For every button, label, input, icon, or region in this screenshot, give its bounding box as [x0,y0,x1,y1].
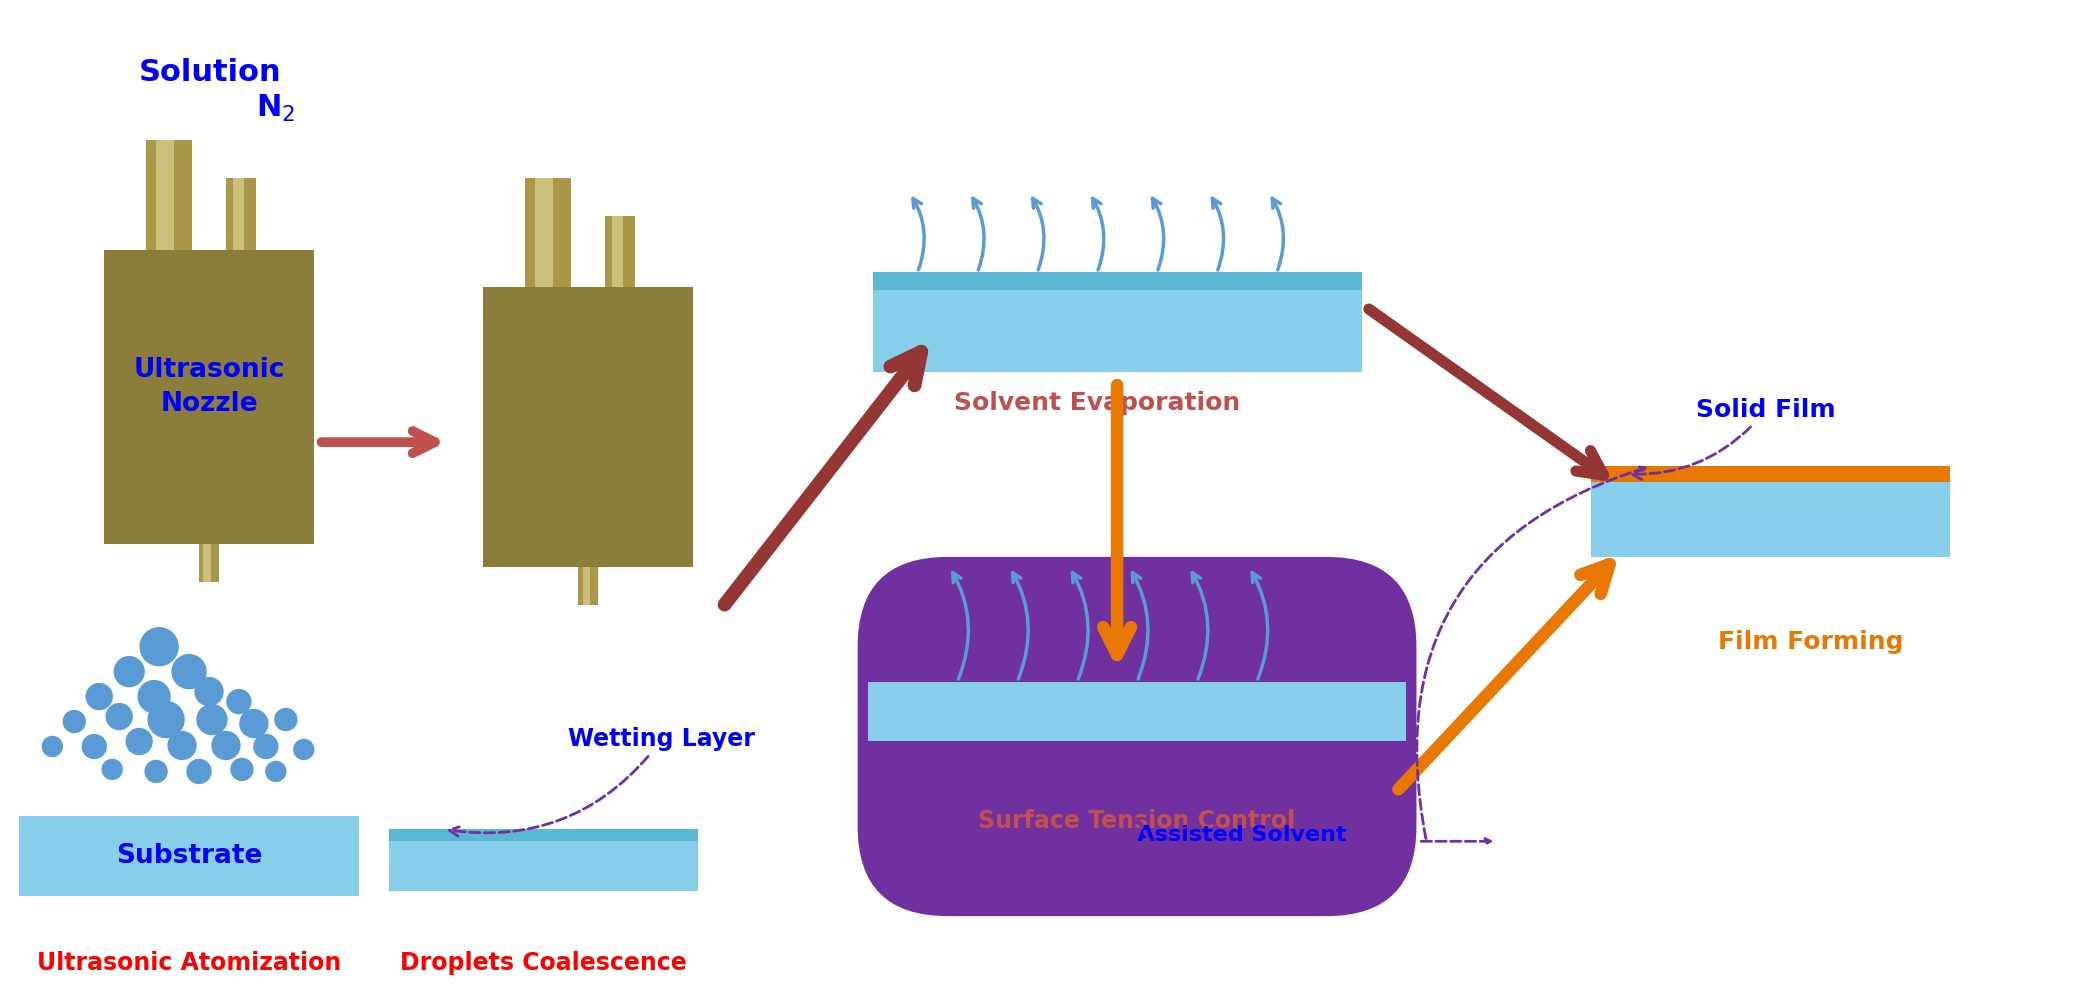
Text: Droplets Coalescence: Droplets Coalescence [399,951,687,975]
Circle shape [82,734,107,759]
Circle shape [63,710,86,732]
Circle shape [212,731,239,760]
Circle shape [42,736,63,757]
Circle shape [239,709,269,737]
Bar [388,830,697,842]
Bar [204,544,210,582]
Circle shape [195,677,223,705]
Text: Surface Tension Control: Surface Tension Control [979,810,1296,834]
Circle shape [149,701,185,737]
Circle shape [86,683,111,709]
Bar [227,178,256,250]
Circle shape [197,704,227,734]
Bar [233,178,244,250]
Bar [611,215,624,288]
Circle shape [107,703,132,729]
Bar [867,681,1407,741]
Bar [874,273,1361,291]
Bar [578,567,598,605]
Circle shape [113,656,145,686]
Circle shape [254,734,277,759]
Bar [155,140,174,250]
Bar [147,140,191,250]
Bar [483,288,693,567]
Bar [200,544,218,582]
Bar [582,567,590,605]
Circle shape [126,728,151,755]
Circle shape [227,689,250,713]
Text: Assisted Solvent: Assisted Solvent [1060,826,1346,846]
Bar [525,177,571,288]
Circle shape [275,708,296,730]
Bar [105,250,313,544]
Bar [874,273,1361,373]
Circle shape [139,680,170,712]
FancyBboxPatch shape [857,557,1415,916]
Circle shape [103,760,122,780]
Text: Solvent Evaporation: Solvent Evaporation [953,391,1241,415]
Bar [1592,482,1951,557]
Text: Solution: Solution [139,58,281,87]
Circle shape [172,654,206,688]
Circle shape [141,627,179,665]
Bar [388,830,697,891]
Text: N$_2$: N$_2$ [256,93,296,124]
Bar [1592,466,1951,482]
Circle shape [168,731,195,760]
Circle shape [187,760,210,784]
Bar [19,817,359,896]
Bar [605,215,634,288]
Text: Ultrasonic Atomization: Ultrasonic Atomization [38,951,340,975]
Text: Wetting Layer: Wetting Layer [449,727,756,836]
Circle shape [267,762,286,782]
Circle shape [231,759,252,781]
Circle shape [294,739,313,760]
Bar [536,177,552,288]
Circle shape [145,761,168,783]
Text: Solid Film: Solid Film [1632,398,1835,479]
Text: Film Forming: Film Forming [1718,629,1903,653]
Text: Substrate: Substrate [116,844,262,870]
Text: Ultrasonic
Nozzle: Ultrasonic Nozzle [132,358,286,417]
